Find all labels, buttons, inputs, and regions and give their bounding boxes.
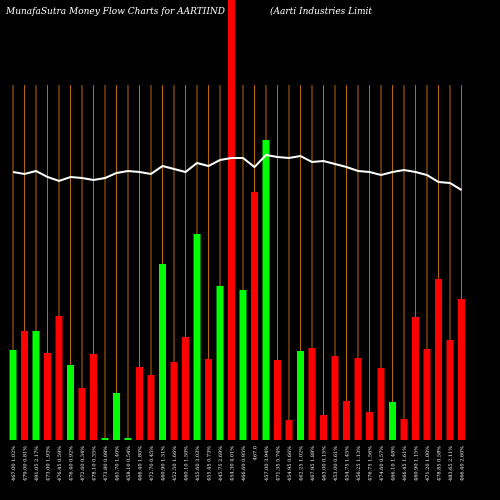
bar	[228, 0, 235, 440]
x-tick-label: 455.60 3.03%	[195, 446, 201, 481]
x-tick-label: 479.00 0.81%	[23, 446, 29, 481]
x-tick-label: 467.00 1.02%	[11, 446, 17, 481]
x-tick-label: 471.20 1.00%	[425, 446, 431, 481]
x-tick-label: 466.40 1.80%	[138, 446, 144, 481]
bar	[343, 401, 350, 440]
bar	[285, 420, 293, 440]
x-tick-label: 466.10 1.48%	[391, 446, 397, 481]
x-tick-label: 466.45 1.61%	[402, 446, 408, 481]
bar	[389, 402, 396, 440]
x-tick-label: 460.10 1.50%	[184, 446, 190, 481]
x-tick-label: 457.00 3.94%	[264, 446, 270, 481]
bar	[412, 317, 419, 440]
x-tick-label: 462.25 1.02%	[299, 446, 305, 481]
x-tick-label: 476.40 0.92%	[69, 446, 75, 481]
bar	[251, 192, 258, 440]
bar	[366, 412, 373, 440]
bar	[354, 358, 362, 440]
x-tick-label: 491.05 2.17%	[34, 446, 40, 481]
bar	[113, 393, 120, 440]
chart-subtitle: (Aarti Industries Limit	[270, 6, 372, 17]
bar	[182, 337, 189, 440]
x-tick-label: 456.25 1.13%	[356, 446, 362, 481]
x-tick-label: 455.45 0.73%	[207, 446, 213, 481]
bar	[435, 279, 442, 440]
bar	[320, 415, 327, 440]
bar	[331, 356, 339, 440]
bar	[308, 348, 316, 440]
x-tick-label: 463.00 0.15%	[322, 446, 328, 481]
bar	[423, 349, 431, 440]
bar	[297, 351, 304, 440]
bar	[458, 299, 465, 440]
bar	[44, 353, 51, 440]
x-tick-label: 466.40 2.60%	[460, 446, 466, 481]
x-tick-label: 467.95 1.88%	[310, 446, 316, 481]
bar	[147, 375, 155, 440]
x-tick-label: 458.10 0.54%	[126, 446, 132, 481]
bar	[274, 360, 281, 440]
bar	[55, 316, 63, 440]
bar	[446, 340, 454, 440]
x-tick-label: 473.80 0.08%	[103, 446, 109, 481]
x-tick-label: 466.60 0.95%	[241, 446, 247, 481]
x-tick-label: 472.60 0.34%	[80, 446, 86, 481]
x-tick-label: 453.00 0.61%	[333, 446, 339, 481]
x-tick-label: 471.35 5.74%	[276, 446, 282, 481]
bar	[32, 331, 40, 440]
x-tick-label: 461.70 1.40%	[115, 446, 121, 481]
bar	[170, 362, 178, 440]
bar	[159, 264, 166, 440]
x-tick-label: 460.90 1.15%	[414, 446, 420, 481]
x-tick-label: 472.70 0.45%	[149, 446, 155, 481]
x-tick-label: 478.10 0.35%	[92, 446, 98, 481]
bar	[205, 359, 212, 440]
x-tick-label: 454.95 0.66%	[287, 446, 293, 481]
bar	[67, 365, 74, 440]
money-flow-line	[12, 153, 463, 191]
bar	[136, 367, 143, 440]
bar	[216, 286, 224, 440]
x-tick-label: 445.75 2.69%	[218, 446, 224, 481]
bar	[262, 140, 270, 440]
bar	[377, 368, 385, 440]
bar	[78, 388, 86, 440]
x-tick-label: 454.30 4.01%	[230, 446, 236, 481]
x-tick-label: 454.75 1.45%	[345, 446, 351, 481]
x-tick-label: 473.00 1.93%	[46, 446, 52, 481]
bar	[239, 290, 247, 440]
chart-title: MunafaSutra Money Flow Charts for AARTII…	[5, 7, 225, 17]
bar	[9, 350, 17, 440]
x-tick-label: 474.60 0.57%	[379, 446, 385, 481]
x-tick-label: 467.0	[253, 446, 259, 460]
bar	[101, 438, 109, 440]
x-tick-label: 478.85 0.58%	[437, 446, 443, 481]
x-tick-label: 460.90 1.31%	[161, 446, 167, 481]
x-tick-label: 476.75 1.56%	[368, 446, 374, 481]
x-tick-label: 452.50 1.66%	[172, 446, 178, 481]
x-tick-label: 476.45 0.59%	[57, 446, 63, 481]
bar	[21, 331, 28, 440]
x-tick-label: 483.65 2.11%	[448, 446, 454, 481]
bar	[124, 438, 132, 440]
bar	[90, 354, 97, 440]
bar	[193, 234, 201, 440]
bar	[400, 419, 408, 440]
